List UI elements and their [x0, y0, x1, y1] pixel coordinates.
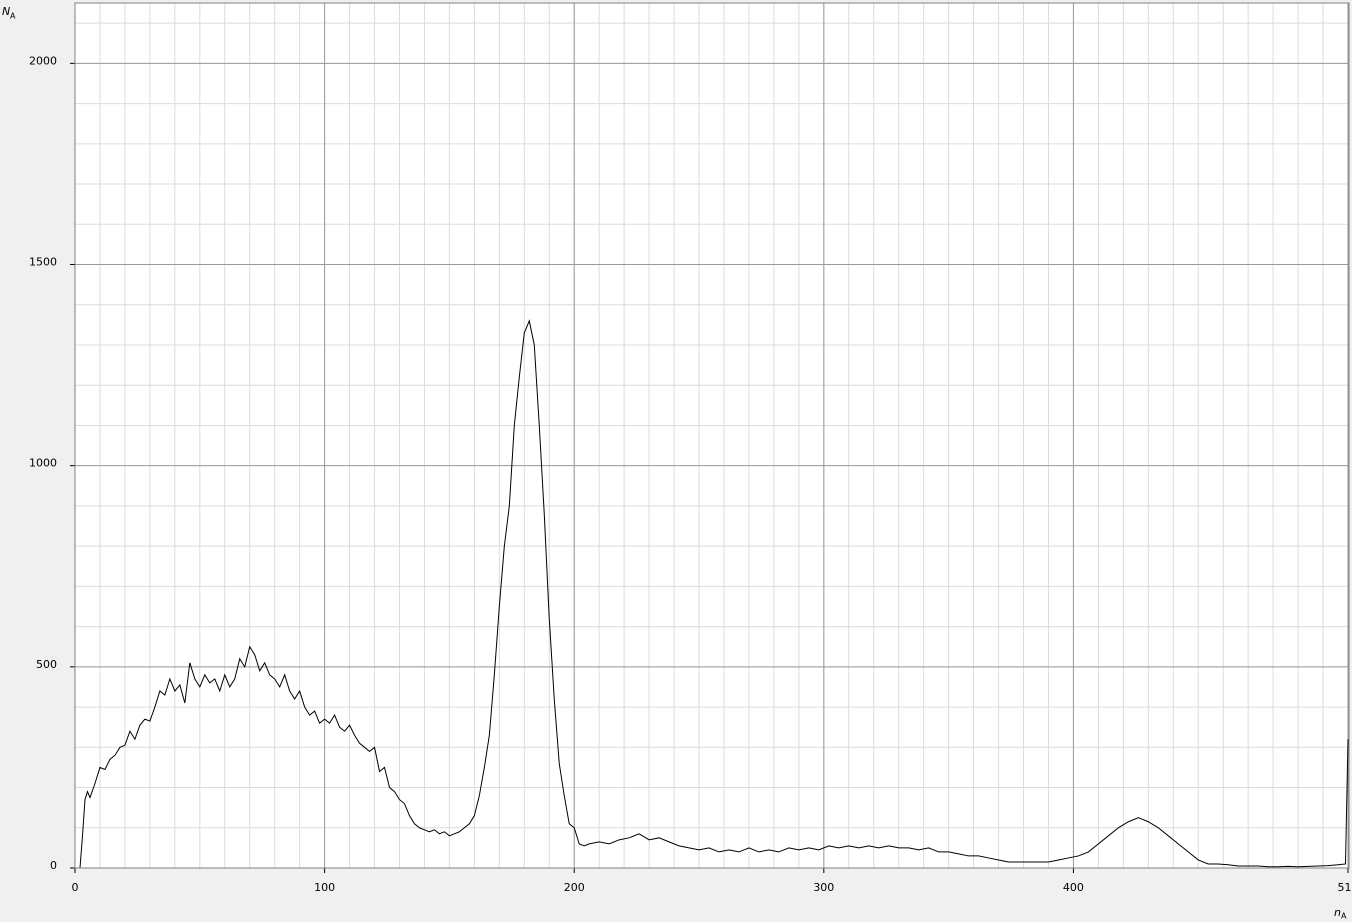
y-tick-label: 1500: [29, 256, 57, 269]
data-line: [75, 319, 1349, 869]
y-tick-label: 1000: [29, 457, 57, 470]
y-axis-label: N: [2, 5, 10, 18]
y-axis-label-sub: A: [10, 12, 16, 21]
x-tick-label: 510: [1338, 881, 1352, 894]
x-axis-label-sub: A: [1341, 912, 1347, 921]
x-tick-label: 0: [72, 881, 79, 894]
plot-area: [75, 3, 1349, 868]
x-tick-label: 400: [1063, 881, 1084, 894]
x-tick-label: 300: [813, 881, 834, 894]
marks: [75, 319, 1349, 869]
y-tick-label: 0: [50, 859, 57, 872]
y-tick-label: 500: [36, 658, 57, 671]
plot-border: [74, 2, 1350, 869]
y-tick-label: 2000: [29, 54, 57, 67]
x-tick-label: 200: [564, 881, 585, 894]
x-axis-label: n: [1334, 906, 1341, 919]
x-tick-label: 100: [314, 881, 335, 894]
